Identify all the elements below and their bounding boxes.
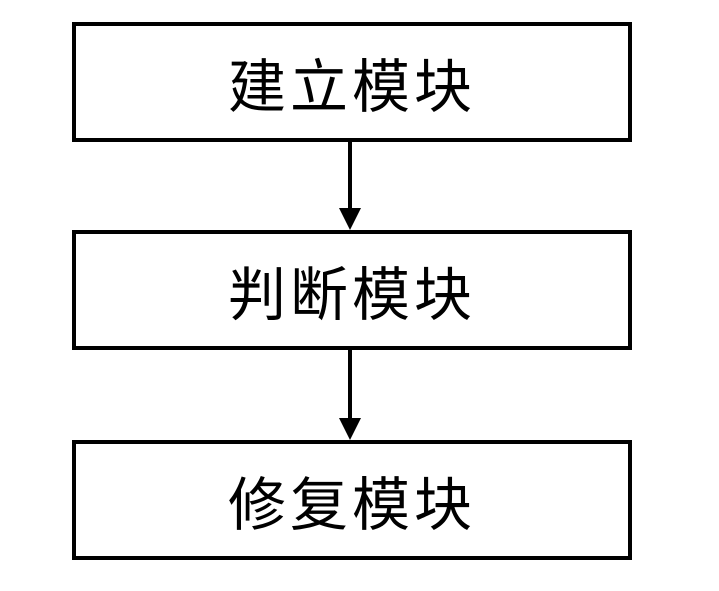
flowchart-node-n3: 修复模块: [72, 440, 632, 560]
flowchart-arrow-shaft: [348, 142, 352, 208]
flowchart-node-n1: 建立模块: [72, 22, 632, 142]
flowchart-arrow-shaft: [348, 350, 352, 418]
flowchart-node-label: 判断模块: [228, 248, 476, 332]
flowchart-arrow-head: [339, 208, 361, 230]
flowchart-node-label: 建立模块: [228, 40, 476, 124]
flowchart-canvas: 建立模块判断模块修复模块: [0, 0, 719, 591]
flowchart-node-n2: 判断模块: [72, 230, 632, 350]
flowchart-node-label: 修复模块: [228, 458, 476, 542]
flowchart-arrow-head: [339, 418, 361, 440]
